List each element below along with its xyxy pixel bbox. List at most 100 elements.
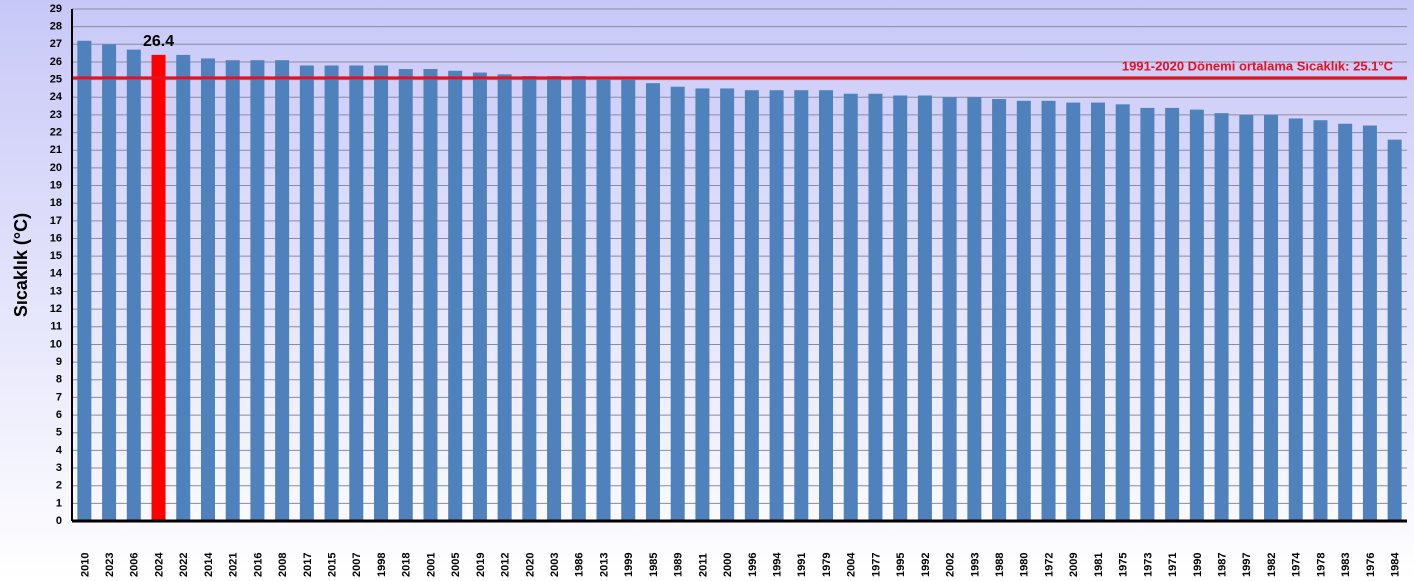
x-tick-label: 1999 (623, 553, 635, 577)
y-tick-label: 2 (56, 480, 62, 492)
x-tick-label: 2009 (1068, 553, 1080, 577)
x-tick-label: 2004 (846, 552, 858, 577)
y-tick-label: 22 (50, 126, 62, 138)
x-tick-label: 2007 (351, 553, 363, 577)
y-tick-label: 28 (50, 21, 62, 33)
x-tick-label: 1972 (1043, 553, 1055, 577)
bar (547, 76, 562, 521)
x-tick-label: 2017 (302, 553, 314, 577)
x-tick-label: 2013 (598, 553, 610, 577)
x-tick-label: 1985 (648, 553, 660, 577)
y-tick-label: 25 (50, 74, 62, 86)
x-tick-label: 2016 (252, 553, 264, 577)
y-tick-label: 12 (50, 303, 62, 315)
x-tick-label: 2001 (425, 553, 437, 577)
bar (1264, 114, 1279, 522)
x-tick-label: 1979 (821, 553, 833, 577)
y-axis-label: Sıcaklık (°C) (11, 213, 31, 317)
y-tick-label: 3 (56, 462, 62, 474)
x-tick-label: 2008 (277, 553, 289, 577)
bar (621, 79, 636, 521)
bar (720, 88, 735, 521)
bar (1338, 123, 1353, 522)
x-tick-label: 2012 (500, 553, 512, 577)
bar (744, 90, 759, 521)
x-tick-label: 2006 (129, 553, 141, 577)
data-label: 26.4 (143, 33, 174, 50)
y-tick-label: 14 (50, 268, 63, 280)
y-tick-label: 24 (50, 91, 63, 103)
x-tick-label: 1971 (1167, 553, 1179, 577)
x-tick-label: 1995 (895, 553, 907, 577)
bar (645, 83, 660, 521)
y-tick-label: 19 (50, 179, 62, 191)
bar (571, 76, 586, 521)
bar (225, 60, 240, 521)
bar (794, 90, 809, 521)
bar (151, 54, 166, 522)
y-tick-label: 4 (56, 444, 63, 456)
x-tick-label: 2024 (153, 552, 165, 577)
x-tick-label: 1993 (969, 553, 981, 577)
y-tick-label: 9 (56, 356, 62, 368)
bar (1090, 102, 1105, 521)
x-tick-label: 2005 (450, 553, 462, 577)
x-tick-label: 2019 (475, 553, 487, 577)
bar (1313, 120, 1328, 521)
x-tick-label: 2022 (178, 553, 190, 577)
y-tick-label: 17 (50, 215, 62, 227)
x-tick-label: 2021 (228, 553, 240, 577)
bar (1041, 100, 1056, 522)
x-tick-label: 2011 (697, 553, 709, 577)
x-tick-label: 2023 (104, 553, 116, 577)
x-tick-label: 1989 (673, 553, 685, 577)
x-tick-label: 1973 (1142, 553, 1154, 577)
y-tick-label: 29 (50, 3, 62, 15)
y-tick-label: 13 (50, 285, 62, 297)
bar (596, 79, 611, 521)
x-tick-label: 1976 (1365, 553, 1377, 577)
x-tick-label: 2014 (203, 552, 215, 577)
x-tick-label: 1987 (1216, 553, 1228, 577)
bar (893, 95, 908, 521)
bar (374, 65, 389, 521)
bar (176, 54, 191, 522)
y-tick-label: 0 (56, 515, 62, 527)
bar (1140, 107, 1155, 522)
x-tick-label: 1992 (920, 553, 932, 577)
bar (349, 65, 364, 521)
x-tick-label: 1996 (747, 553, 759, 577)
x-tick-label: 1997 (1241, 553, 1253, 577)
x-tick-label: 1980 (1019, 553, 1031, 577)
x-tick-label: 1981 (1093, 553, 1105, 577)
y-tick-label: 23 (50, 109, 62, 121)
bar (670, 86, 685, 521)
x-tick-label: 2018 (401, 553, 413, 577)
x-tick-label: 2000 (722, 553, 734, 577)
x-tick-label: 1998 (376, 553, 388, 577)
y-tick-label: 7 (56, 391, 62, 403)
x-tick-label: 1983 (1340, 553, 1352, 577)
bar (126, 49, 141, 521)
x-tick-label: 1978 (1315, 553, 1327, 577)
bar (1165, 107, 1180, 522)
x-tick-label: 1988 (994, 553, 1006, 577)
y-tick-label: 21 (50, 144, 62, 156)
bar (423, 69, 438, 521)
x-tick-label: 2003 (549, 553, 561, 577)
y-tick-label: 16 (50, 232, 62, 244)
x-tick-label: 2002 (945, 553, 957, 577)
x-tick-label: 1974 (1291, 552, 1303, 577)
bar (1387, 139, 1402, 522)
bar (1189, 109, 1204, 521)
y-tick-label: 18 (50, 197, 62, 209)
bar (250, 60, 265, 521)
x-tick-label: 1986 (574, 553, 586, 577)
bar (200, 58, 215, 522)
bar (77, 40, 92, 522)
bar (398, 69, 413, 521)
bar (819, 90, 834, 521)
bar (942, 97, 957, 521)
bar (1016, 100, 1031, 522)
